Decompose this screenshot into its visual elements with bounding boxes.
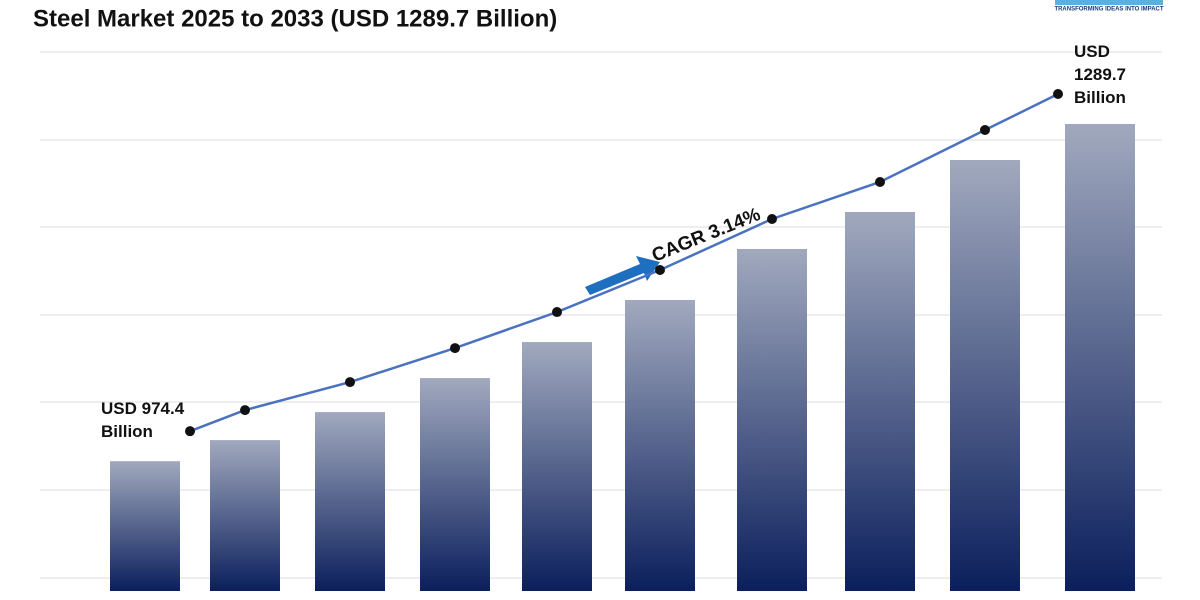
- trend-point: [1053, 88, 1063, 99]
- logo: [1055, 0, 1163, 5]
- trend-point: [875, 176, 885, 187]
- value-label: USD 1289.7 Billion: [1074, 41, 1126, 107]
- value-label: USD 974.4 Billion: [101, 399, 185, 442]
- trend-point: [767, 213, 777, 224]
- bar: [420, 378, 490, 591]
- logo-tagline: TRANSFORMING IDEAS INTO IMPACT: [1054, 7, 1163, 13]
- bar: [110, 461, 180, 591]
- trend-point: [345, 377, 355, 388]
- trend-point: [980, 125, 990, 136]
- trend-point: [240, 405, 250, 416]
- cagr-arrow: [585, 256, 660, 295]
- trend-point: [655, 265, 665, 276]
- trend-point: [450, 343, 460, 354]
- chart-title: Steel Market 2025 to 2033 (USD 1289.7 Bi…: [33, 5, 557, 32]
- trend-line: [189, 92, 1059, 433]
- bar: [1065, 123, 1135, 592]
- bar: [625, 300, 695, 591]
- trend-point: [185, 426, 195, 437]
- bar: [950, 160, 1020, 591]
- bar: [737, 248, 807, 591]
- bar: [845, 211, 915, 591]
- bar: [522, 342, 592, 591]
- bar: [315, 412, 385, 591]
- bar: [210, 440, 280, 591]
- trend-point: [552, 307, 562, 318]
